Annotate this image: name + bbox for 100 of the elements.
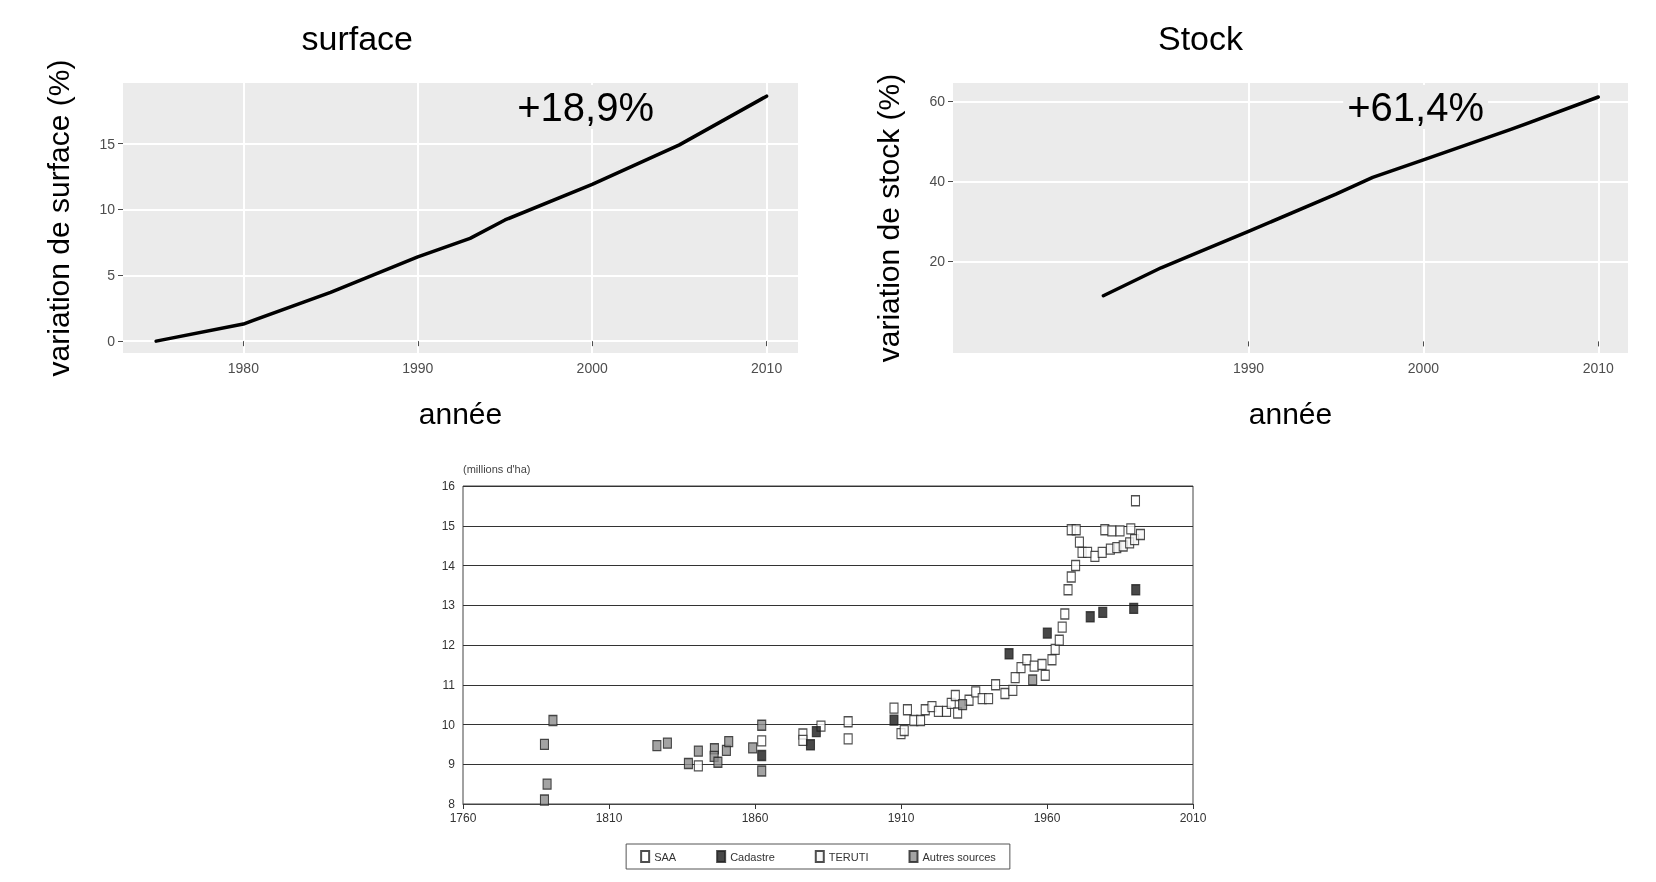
y-tick-label: 5 <box>107 267 116 284</box>
point <box>1000 687 1010 700</box>
point <box>757 765 767 777</box>
x-axis-title: année <box>1248 396 1333 430</box>
point <box>1129 602 1139 615</box>
x-tick-label: 1810 <box>595 811 623 825</box>
y-tick-label: 10 <box>99 201 116 218</box>
point <box>1004 648 1014 660</box>
point <box>548 714 558 727</box>
point <box>1057 621 1067 633</box>
point <box>1135 528 1146 541</box>
y-tick-label: 8 <box>448 797 456 811</box>
point <box>899 724 909 737</box>
y-tick-label: 0 <box>107 333 116 350</box>
point <box>798 734 808 746</box>
point <box>902 704 913 716</box>
point <box>1074 536 1085 548</box>
point <box>1131 584 1141 596</box>
point <box>662 737 672 749</box>
point <box>915 714 926 727</box>
legend-label: Autres sources <box>922 850 997 863</box>
point <box>1022 654 1032 666</box>
legend-label: TERUTI <box>828 850 869 863</box>
x-tick-label: 2010 <box>751 360 783 376</box>
point <box>539 794 550 806</box>
point <box>1063 584 1073 596</box>
x-axis-title: année <box>418 396 503 430</box>
x-tick-label: 2010 <box>1179 811 1207 825</box>
x-tick-label: 2000 <box>576 360 608 376</box>
y-tick-label: 15 <box>99 135 116 152</box>
legend-label: SAA <box>654 850 677 863</box>
x-tick-label: 1990 <box>402 360 434 376</box>
y-tick-label: 14 <box>441 558 456 573</box>
y-tick-label: 11 <box>442 677 456 692</box>
point <box>1016 662 1026 674</box>
point <box>1071 524 1081 536</box>
y-tick-label: 60 <box>929 93 946 110</box>
point <box>1042 627 1052 639</box>
point <box>757 735 767 747</box>
point <box>542 778 552 790</box>
point <box>958 699 968 711</box>
point <box>1085 611 1095 623</box>
point <box>950 689 960 702</box>
x-tick-label: 1760 <box>449 811 477 825</box>
point <box>811 726 821 738</box>
point <box>1071 559 1081 572</box>
point <box>991 679 1001 691</box>
point <box>984 693 994 705</box>
point <box>1130 495 1141 507</box>
point <box>1098 606 1108 618</box>
line-series <box>154 94 769 343</box>
x-tick-label: 2000 <box>1407 360 1440 376</box>
point <box>953 707 963 719</box>
point <box>889 702 899 714</box>
point <box>693 745 703 757</box>
point <box>1066 571 1076 583</box>
point <box>843 733 853 745</box>
point <box>1090 550 1100 562</box>
point <box>713 756 723 768</box>
point <box>757 719 767 731</box>
point <box>1126 523 1136 535</box>
point <box>539 738 550 750</box>
x-tick-label: 1910 <box>887 811 915 825</box>
y-axis-title: variation de stock (%) <box>871 73 905 363</box>
y-tick-label: 12 <box>441 638 456 652</box>
y-tick-label: 20 <box>929 253 946 270</box>
point <box>1115 525 1125 537</box>
annotation: +61,4% <box>1347 85 1484 129</box>
y-axis-title: (millions d'ha) <box>463 462 531 475</box>
y-tick-label: 16 <box>441 479 456 493</box>
point <box>971 686 981 698</box>
annotation: +18,9% <box>517 85 654 129</box>
point <box>1008 684 1018 696</box>
x-tick-label: 1860 <box>741 811 769 825</box>
point <box>683 757 694 770</box>
point <box>843 716 853 728</box>
x-tick-label: 2010 <box>1582 360 1615 376</box>
y-tick-label: 40 <box>929 173 946 190</box>
point <box>757 749 767 762</box>
point <box>724 735 734 748</box>
point <box>1060 608 1070 620</box>
chart-title: surface <box>301 19 413 57</box>
point <box>1107 525 1117 537</box>
legend-label: Cadastre <box>730 850 775 863</box>
y-tick-label: 13 <box>441 598 456 613</box>
y-axis-title: variation de surface (%) <box>41 59 75 377</box>
x-tick-label: 1980 <box>227 360 260 376</box>
point <box>889 714 899 726</box>
chart-title: Stock <box>1157 19 1244 57</box>
y-tick-label: 9 <box>448 757 456 772</box>
point <box>693 760 703 772</box>
x-tick-label: 1960 <box>1033 811 1061 825</box>
point <box>1040 669 1050 681</box>
line-series <box>1101 95 1601 298</box>
point <box>652 739 662 752</box>
x-tick-label: 1990 <box>1232 360 1265 376</box>
y-tick-label: 10 <box>441 717 456 732</box>
point <box>1047 654 1057 666</box>
point <box>1037 658 1047 671</box>
point <box>1010 672 1020 684</box>
